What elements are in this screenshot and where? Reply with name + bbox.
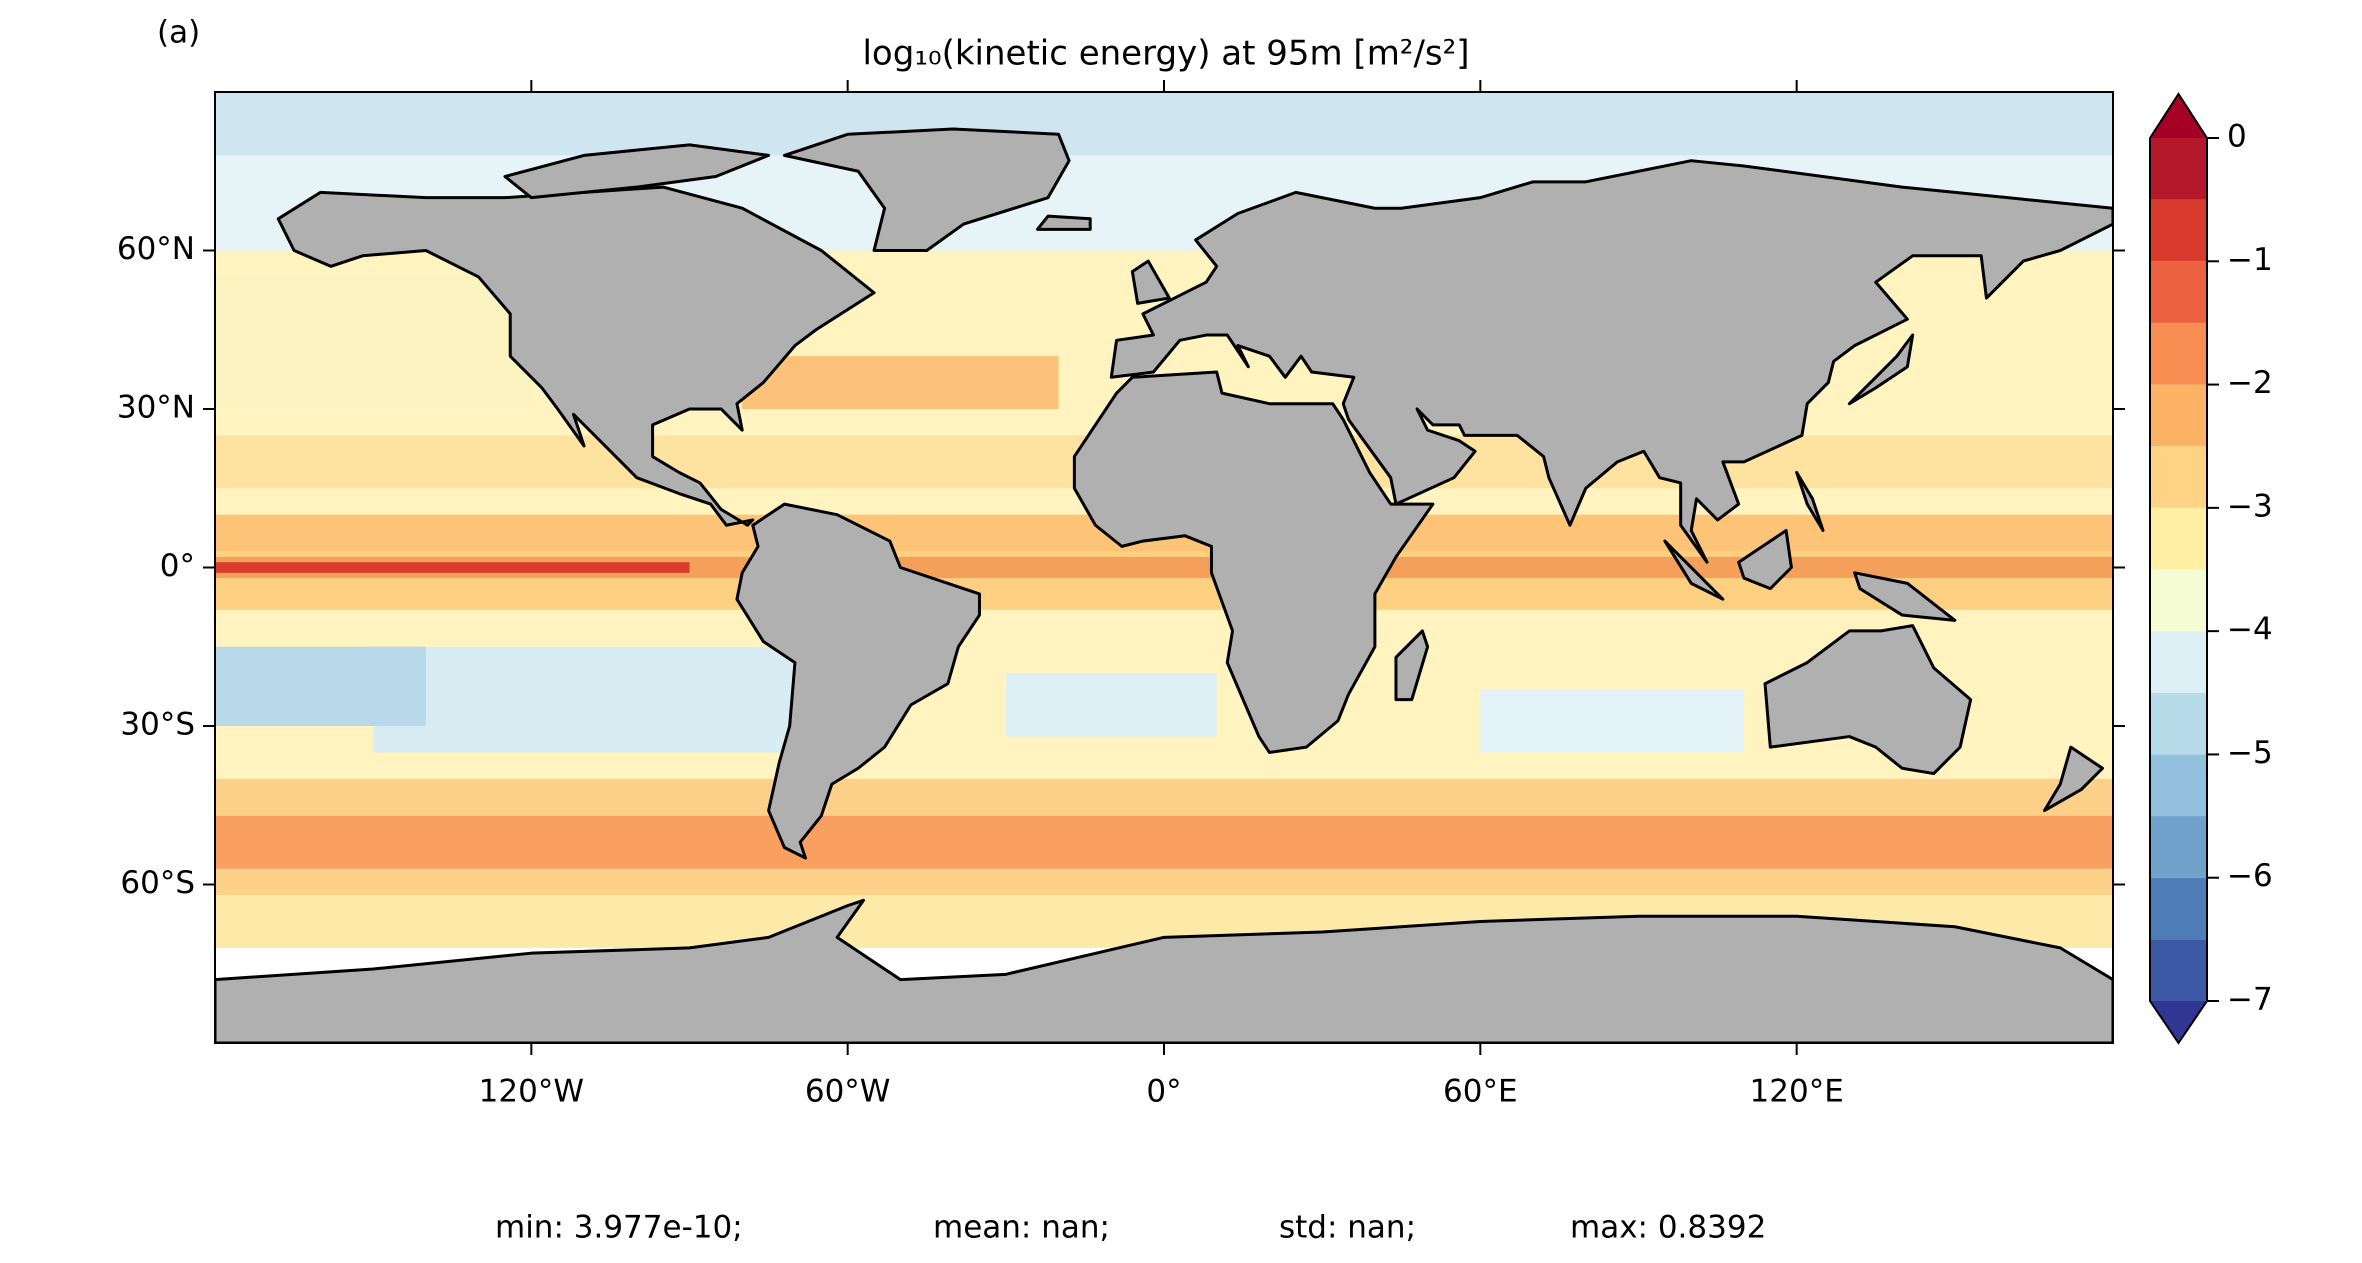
y-tick-label: 30°N <box>117 390 195 426</box>
colorbar-band <box>2150 507 2207 570</box>
land <box>1849 335 1912 404</box>
colorbar-tick-label: 0 <box>2227 119 2247 155</box>
land <box>737 504 980 858</box>
land <box>2044 747 2102 810</box>
land <box>1037 216 1090 229</box>
map-title: log₁₀(kinetic energy) at 95m [m²/s²] <box>862 34 1469 74</box>
colorbar-tick-label: −1 <box>2227 242 2273 278</box>
ocean-field <box>1005 673 1217 737</box>
colorbar-tick-label: −4 <box>2227 612 2273 648</box>
colorbar-band <box>2150 877 2207 940</box>
stat-text: mean: nan; <box>933 1210 1110 1246</box>
ocean-field <box>373 646 795 753</box>
colorbar-band <box>2150 816 2207 878</box>
colorbar-band <box>2150 261 2207 323</box>
colorbar-over <box>2150 94 2207 138</box>
land <box>1797 472 1823 530</box>
colorbar-tick-label: −5 <box>2227 735 2273 771</box>
colorbar-band <box>2150 384 2207 447</box>
ocean-field <box>1480 689 1744 753</box>
colorbar-band <box>2150 446 2207 508</box>
colorbar-tick-label: −7 <box>2227 982 2273 1018</box>
colorbar-tick-label: −6 <box>2227 858 2273 894</box>
land <box>1074 372 1433 752</box>
ocean-field <box>215 646 426 726</box>
land <box>1665 541 1723 599</box>
stat-text: min: 3.977e-10; <box>495 1210 743 1246</box>
land <box>1111 161 2113 563</box>
ocean-field <box>215 815 2113 869</box>
ocean-field <box>215 276 532 409</box>
land <box>1396 631 1428 700</box>
land <box>1132 261 1169 303</box>
colorbar-tick-label: −2 <box>2227 365 2273 401</box>
colorbar-band <box>2150 692 2207 755</box>
ocean-field <box>742 356 1059 409</box>
colorbar-band <box>2150 939 2207 1001</box>
x-tick-label: 60°E <box>1443 1074 1518 1110</box>
land <box>1765 626 1971 774</box>
x-tick-label: 120°W <box>479 1074 584 1110</box>
map-area <box>215 92 2113 1043</box>
y-tick-label: 60°S <box>120 865 195 901</box>
y-tick-label: 30°S <box>120 707 195 743</box>
stat-text: std: nan; <box>1279 1210 1416 1246</box>
ocean-field <box>215 92 2113 156</box>
stat-text: max: 0.8392 <box>1570 1210 1766 1246</box>
colorbar-band <box>2150 199 2207 262</box>
x-tick-label: 0° <box>1146 1074 1181 1110</box>
x-tick-label: 60°W <box>805 1074 891 1110</box>
map-geo <box>215 92 2113 1043</box>
panel-label: (a) <box>157 15 200 51</box>
land <box>215 900 2113 1043</box>
y-tick-label: 60°N <box>117 231 195 267</box>
stats: min: 3.977e-10; mean: nan; std: nan; max… <box>495 1210 1766 1246</box>
colorbar-band <box>2150 322 2207 385</box>
colorbar-band <box>2150 138 2207 200</box>
x-tick-label: 120°E <box>1750 1074 1844 1110</box>
ocean-field <box>215 562 690 573</box>
land <box>784 129 1069 251</box>
colorbar-band <box>2150 754 2207 817</box>
colorbar-band <box>2150 631 2207 693</box>
colorbar-band <box>2150 569 2207 632</box>
land <box>278 187 874 525</box>
colorbar-under <box>2150 1001 2207 1043</box>
land <box>1739 531 1792 589</box>
land <box>1855 573 1955 621</box>
y-tick-label: 0° <box>160 548 195 584</box>
land <box>505 145 769 198</box>
colorbar-tick-label: −3 <box>2227 488 2273 524</box>
